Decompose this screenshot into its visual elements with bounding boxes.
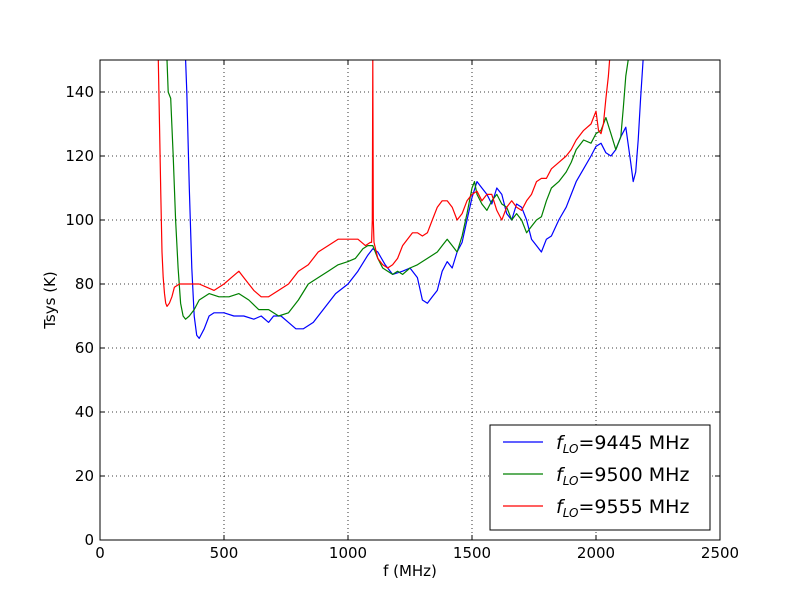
series-line-3	[157, 60, 611, 307]
y-tick-label: 140	[65, 83, 94, 101]
axis-tick-labels: 0 500 1000 1500 2000 2500 0 20 40 60 80 100 120 140	[65, 83, 739, 562]
x-axis-label: f (MHz)	[383, 562, 437, 580]
series-layer	[157, 60, 644, 339]
x-tick-label: 2000	[577, 544, 615, 562]
series-line-1	[185, 60, 644, 339]
y-tick-label: 20	[75, 467, 94, 485]
plot-frame	[99, 59, 721, 541]
x-tick-label: 0	[95, 544, 105, 562]
y-axis-label: Tsys (K)	[41, 271, 59, 330]
y-tick-label: 40	[75, 403, 94, 421]
legend: fLO=9445 MHz fLO=9500 MHz fLO=9555 MHz	[489, 424, 711, 531]
x-tick-label: 500	[210, 544, 239, 562]
x-tick-label: 1500	[453, 544, 491, 562]
legend-label-1: fLO=9445 MHz	[556, 432, 689, 456]
series-line-2	[166, 60, 629, 320]
x-tick-label: 2500	[701, 544, 739, 562]
legend-label-2: fLO=9500 MHz	[556, 464, 689, 488]
x-tick-label: 1000	[329, 544, 367, 562]
y-tick-label: 0	[84, 531, 94, 549]
axis-ticks	[99, 60, 721, 541]
y-tick-label: 100	[65, 211, 94, 229]
y-tick-label: 120	[65, 147, 94, 165]
y-tick-label: 60	[75, 339, 94, 357]
legend-label-3: fLO=9555 MHz	[556, 496, 689, 520]
y-tick-label: 80	[75, 275, 94, 293]
